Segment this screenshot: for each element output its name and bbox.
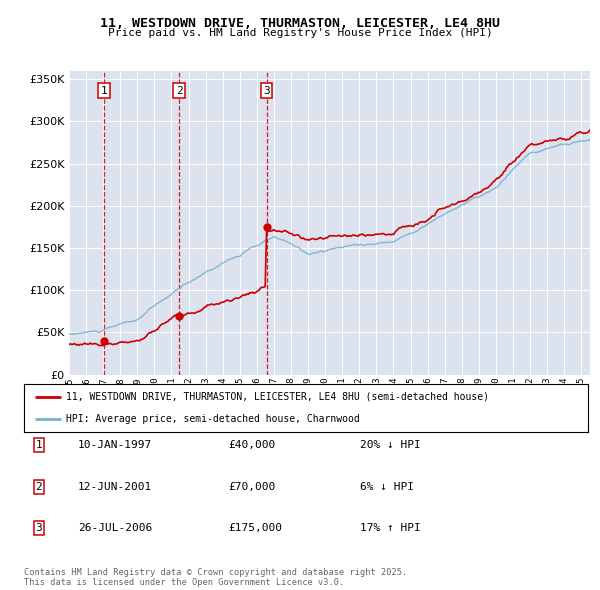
Text: 12-JUN-2001: 12-JUN-2001 bbox=[78, 482, 152, 491]
Text: 10-JAN-1997: 10-JAN-1997 bbox=[78, 441, 152, 450]
Text: 26-JUL-2006: 26-JUL-2006 bbox=[78, 523, 152, 533]
Text: Price paid vs. HM Land Registry's House Price Index (HPI): Price paid vs. HM Land Registry's House … bbox=[107, 28, 493, 38]
Text: HPI: Average price, semi-detached house, Charnwood: HPI: Average price, semi-detached house,… bbox=[66, 414, 360, 424]
Text: 3: 3 bbox=[35, 523, 43, 533]
Text: 6% ↓ HPI: 6% ↓ HPI bbox=[360, 482, 414, 491]
Text: 11, WESTDOWN DRIVE, THURMASTON, LEICESTER, LE4 8HU: 11, WESTDOWN DRIVE, THURMASTON, LEICESTE… bbox=[100, 17, 500, 30]
Text: £175,000: £175,000 bbox=[228, 523, 282, 533]
Text: 11, WESTDOWN DRIVE, THURMASTON, LEICESTER, LE4 8HU (semi-detached house): 11, WESTDOWN DRIVE, THURMASTON, LEICESTE… bbox=[66, 392, 490, 402]
Text: 2: 2 bbox=[35, 482, 43, 491]
Text: Contains HM Land Registry data © Crown copyright and database right 2025.
This d: Contains HM Land Registry data © Crown c… bbox=[24, 568, 407, 587]
Text: 3: 3 bbox=[263, 86, 270, 96]
Text: 1: 1 bbox=[35, 441, 43, 450]
Text: 20% ↓ HPI: 20% ↓ HPI bbox=[360, 441, 421, 450]
Text: £40,000: £40,000 bbox=[228, 441, 275, 450]
Text: 2: 2 bbox=[176, 86, 182, 96]
Text: 17% ↑ HPI: 17% ↑ HPI bbox=[360, 523, 421, 533]
Text: £70,000: £70,000 bbox=[228, 482, 275, 491]
Text: 1: 1 bbox=[100, 86, 107, 96]
